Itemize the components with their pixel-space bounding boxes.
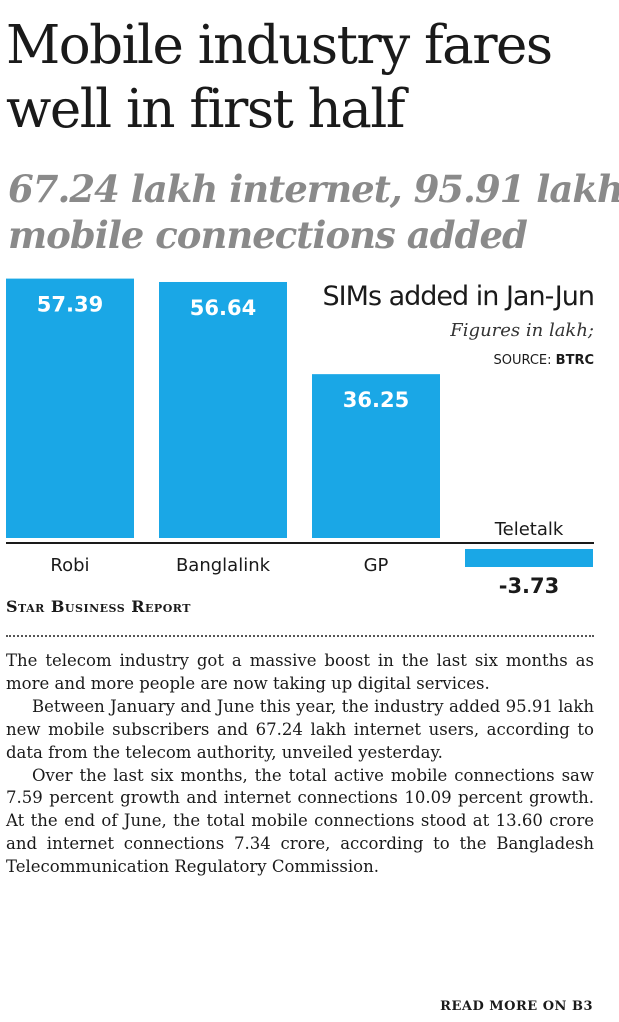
chart-title: SIMs added in Jan-Jun <box>323 281 594 312</box>
byline-text: Star Business Report <box>6 597 191 616</box>
bar-robi <box>6 278 134 538</box>
category-label-banglalink: Banglalink <box>176 555 271 576</box>
byline: Star Business Report <box>6 597 191 616</box>
chart-source-prefix: SOURCE: <box>493 353 555 368</box>
value-label-teletalk: -3.73 <box>499 574 560 598</box>
value-label-gp: 36.25 <box>343 388 409 412</box>
article-paragraph-2: Between January and June this year, the … <box>6 696 594 762</box>
sims-added-chart: 57.39 Robi 56.64 Banglalink 36.25 GP -3.73 Tele… <box>6 278 595 598</box>
category-label-robi: Robi <box>50 555 89 576</box>
article-paragraph-1: The telecom industry got a massive boost… <box>6 651 594 693</box>
value-label-banglalink: 56.64 <box>190 296 256 320</box>
bar-gp <box>312 374 440 538</box>
chart-source-name: BTRC <box>556 353 594 368</box>
bars-layer <box>6 278 593 567</box>
value-label-robi: 57.39 <box>37 293 103 317</box>
category-label-teletalk: Teletalk <box>494 519 564 540</box>
bar-banglalink <box>159 281 287 538</box>
headline-line-2: well in first half <box>6 79 405 140</box>
article-body: The telecom industry got a massive boost… <box>6 650 594 879</box>
bar-teletalk <box>465 549 593 567</box>
subheadline: 67.24 lakh internet, 95.91 lakh mobile c… <box>8 166 619 258</box>
article-paragraph-3: Over the last six months, the total acti… <box>6 765 594 877</box>
subheadline-line-2: mobile connections added <box>8 213 528 257</box>
dotted-divider <box>6 635 594 637</box>
labels-layer: 57.39 Robi 56.64 Banglalink 36.25 GP -3.73 Tele… <box>37 293 564 598</box>
read-more-link[interactable]: READ MORE ON B3 <box>440 999 593 1014</box>
chart-note: Figures in lakh; <box>449 320 594 341</box>
headline: Mobile industry fares well in first half <box>6 14 606 142</box>
chart-source: SOURCE: BTRC <box>493 353 594 368</box>
headline-line-1: Mobile industry fares <box>6 15 553 76</box>
category-label-gp: GP <box>364 555 389 576</box>
subheadline-line-1: 67.24 lakh internet, 95.91 lakh <box>8 167 619 211</box>
